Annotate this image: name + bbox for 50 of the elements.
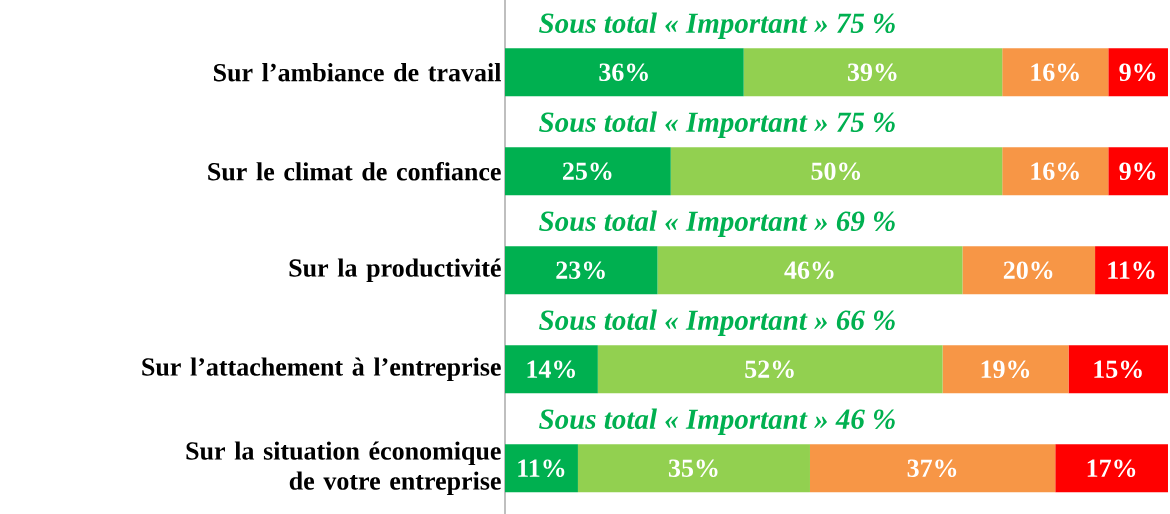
- data-label: 16%: [1031, 63, 1079, 82]
- bar: [809, 444, 1056, 493]
- bar: [962, 246, 1096, 295]
- annotation: Sous total « Important » 75 %: [539, 12, 895, 39]
- data-label: 52%: [745, 360, 794, 379]
- y-tick-label: Sur l’attachement à l’entreprise: [142, 357, 501, 382]
- bar: [657, 246, 963, 295]
- annotation: Sous total « Important » 66 %: [539, 309, 895, 336]
- annotation: Sous total « Important » 46 %: [539, 408, 895, 435]
- bar: [1108, 48, 1168, 97]
- bar: [1068, 345, 1168, 394]
- data-label: 36%: [599, 63, 648, 82]
- data-label: 20%: [1003, 261, 1053, 280]
- data-label: 50%: [811, 162, 861, 181]
- data-label: 39%: [847, 63, 897, 82]
- bar: [1108, 147, 1168, 196]
- bar: [505, 345, 598, 394]
- y-tick-label: Sur l’ambiance de travail: [213, 63, 501, 82]
- annotation: Sous total « Important » 75 %: [539, 111, 895, 138]
- bar: [1055, 444, 1168, 493]
- bar: [597, 345, 943, 394]
- bar: [505, 147, 671, 196]
- bar: [505, 444, 578, 493]
- bar: [1095, 246, 1168, 295]
- y-tick-label: Sur la situation économique de votre entreprise: [186, 441, 501, 496]
- y-tick-label: Sur le climat de confiance: [208, 161, 501, 181]
- data-label: 11%: [1108, 261, 1155, 280]
- annotation: Sous total « Important » 69 %: [539, 210, 895, 237]
- data-label: 25%: [562, 162, 612, 181]
- data-label: 16%: [1031, 162, 1079, 181]
- data-label: 35%: [668, 459, 718, 478]
- bar: [670, 147, 1003, 196]
- data-label: 46%: [784, 261, 834, 280]
- bar: [1002, 147, 1109, 196]
- bar: [577, 444, 810, 493]
- bar: [505, 48, 744, 97]
- data-label: 9%: [1119, 63, 1156, 82]
- data-label: 15%: [1094, 360, 1142, 379]
- data-label: 11%: [518, 459, 565, 478]
- data-label: 14%: [527, 360, 575, 379]
- data-label: 37%: [907, 459, 957, 478]
- y-tick-label: Sur la productivité: [289, 258, 501, 283]
- bar: [743, 48, 1003, 97]
- bar: [505, 246, 658, 295]
- bar: [1002, 48, 1109, 97]
- data-label: 23%: [556, 261, 605, 280]
- bar: [942, 345, 1069, 394]
- data-label: 17%: [1087, 459, 1136, 478]
- data-label: 9%: [1119, 162, 1156, 181]
- data-label: 19%: [981, 360, 1030, 379]
